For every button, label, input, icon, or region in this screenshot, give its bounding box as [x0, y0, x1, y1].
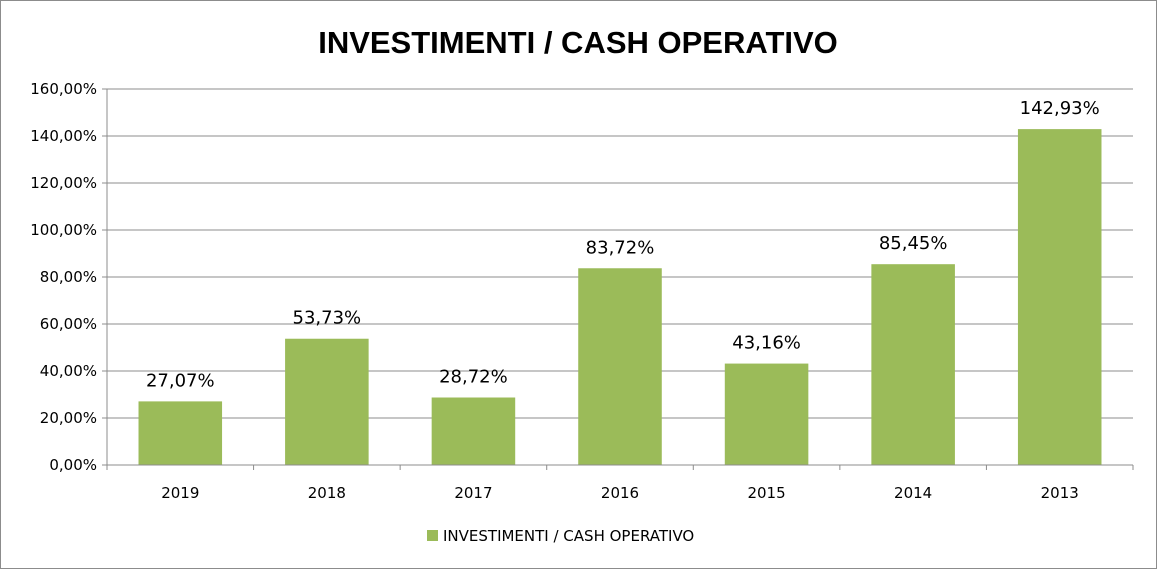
bar [578, 268, 662, 465]
x-tick-label: 2015 [747, 484, 785, 502]
bars [138, 129, 1102, 465]
chart-title: INVESTIMENTI / CASH OPERATIVO [318, 25, 838, 60]
x-tick-label: 2019 [161, 484, 199, 502]
x-axis-tick-labels: 2019 2018 2017 2016 2015 2014 2013 [107, 464, 1133, 502]
data-labels: 27,07% 53,73% 28,72% 83,72% 43,16% 85,45% 142,… [146, 98, 1100, 391]
y-tick-label: 100,00% [30, 221, 97, 239]
bar [1017, 129, 1102, 465]
y-tick-label: 60,00% [40, 315, 97, 333]
bar [871, 264, 955, 465]
x-tick-label: 2014 [894, 484, 932, 502]
y-tick-label: 120,00% [30, 174, 97, 192]
legend-swatch [427, 530, 438, 541]
y-tick-label: 160,00% [30, 80, 97, 98]
y-tick-label: 40,00% [40, 362, 97, 380]
y-axis-tick-labels: 0,00% 20,00% 40,00% 60,00% 80,00% 100,00% 120,… [30, 80, 97, 474]
bar [431, 397, 516, 465]
legend-label: INVESTIMENTI / CASH OPERATIVO [443, 527, 694, 545]
data-label: 85,45% [879, 233, 948, 254]
data-label: 83,72% [586, 237, 655, 258]
bar [285, 338, 369, 465]
x-tick-label: 2016 [601, 484, 639, 502]
data-label: 53,73% [293, 308, 362, 329]
bar [724, 363, 809, 465]
x-tick-label: 2017 [454, 484, 492, 502]
legend: INVESTIMENTI / CASH OPERATIVO [427, 527, 694, 545]
data-label: 43,16% [732, 333, 801, 354]
y-tick-label: 0,00% [49, 456, 97, 474]
y-tick-label: 140,00% [30, 127, 97, 145]
x-tick-label: 2018 [308, 484, 346, 502]
data-label: 27,07% [146, 370, 215, 391]
data-label: 28,72% [439, 367, 508, 388]
data-label: 142,93% [1020, 98, 1100, 119]
x-tick-label: 2013 [1041, 484, 1079, 502]
bar [138, 401, 223, 465]
y-tick-label: 20,00% [40, 409, 97, 427]
y-tick-label: 80,00% [40, 268, 97, 286]
